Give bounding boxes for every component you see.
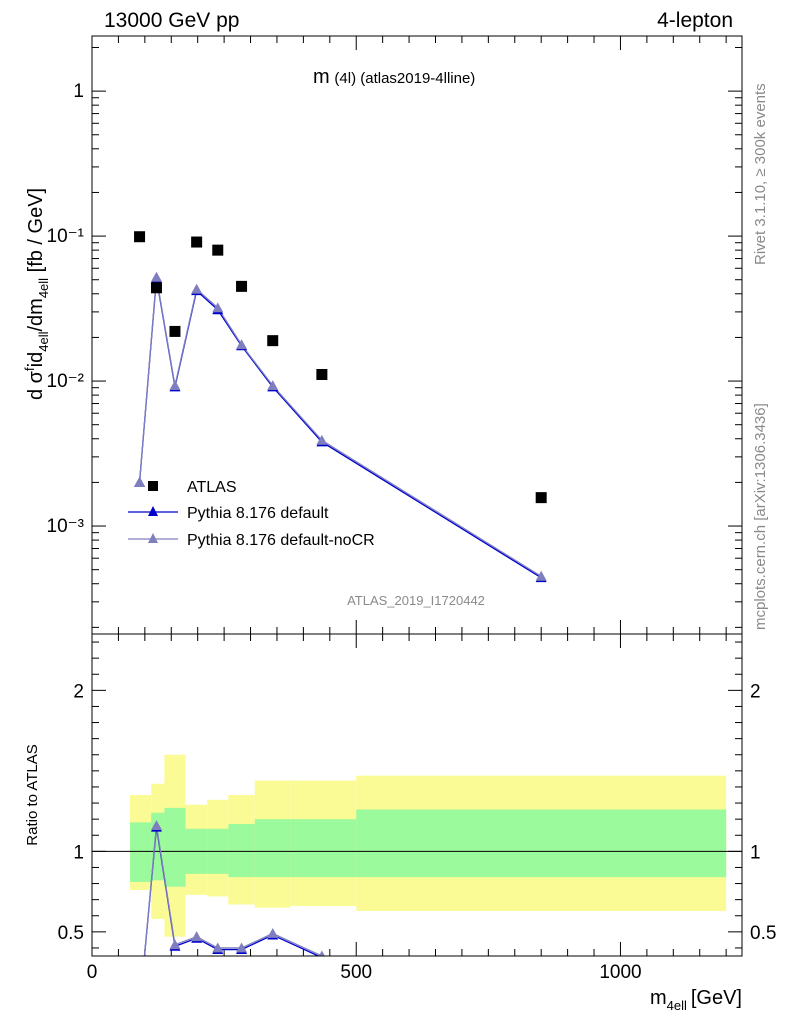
rivet-label: Rivet 3.1.10, ≥ 300k events [752,83,769,265]
main-series-marker [535,570,547,581]
main-series-marker [316,434,328,445]
ratio-series-marker [191,931,203,942]
ratio-series-group [134,820,547,1014]
ratio-ytick-label: 2 [73,681,84,702]
main-series-marker [191,283,203,294]
ratio-series-marker [236,942,248,953]
legend-pythia-nocr-marker [148,533,158,543]
main-ytick-label: 10⁻³ [47,516,85,537]
xtick-label: 1000 [599,962,641,983]
atlas-data-point [191,236,203,248]
xaxis-label-unit: [GeV] [691,987,742,1009]
main-series-marker [169,380,181,391]
xtick-label: 0 [87,962,98,983]
main-plot: 10⁻³ 10⁻² 10⁻¹ 1 [47,36,742,634]
mcplots-label: mcplots.cern.ch [arXiv:1306.3436] [752,403,769,630]
legend-pythia-default-label: Pythia 8.176 default [187,505,329,522]
ratio-series-marker [169,939,181,950]
atlas-data-point [169,325,181,337]
atlas-data-point [212,244,224,256]
ratio-ytick-label-right: 0.5 [750,923,776,944]
main-ylabel: d σfid4ell/dm4ell [fb / GeV] [22,188,51,400]
plot-title-rest: (4l) (atlas2019-4lline) [334,70,475,87]
main-series-marker [212,302,224,313]
atlas-data-point [134,231,146,243]
xaxis-label-sub: 4ell [667,998,687,1013]
header-left-label: 13000 GeV pp [104,9,239,32]
ratio-plot-frame [91,633,743,957]
main-ytick-label: 10⁻² [47,371,85,392]
ratio-ytick-label: 1 [73,842,84,863]
legend-atlas-label: ATLAS [187,479,237,496]
xaxis-label-m: m [650,987,667,1009]
ratio-ytick-label: 0.5 [58,923,84,944]
legend: ATLAS Pythia 8.176 default Pythia 8.176 … [128,479,375,549]
ratio-series-marker [150,820,162,830]
analysis-watermark: ATLAS_2019_I1720442 [347,593,485,608]
atlas-data-point [236,280,248,292]
atlas-data-point [535,492,547,504]
ratio-series-marker [536,960,547,970]
legend-atlas-marker [148,481,158,491]
ratio-ytick-label-right: 1 [750,842,761,863]
ratio-series-marker [134,1004,145,1014]
main-ytick-label: 10⁻¹ [47,226,85,247]
legend-pythia-default-marker [148,506,158,516]
ratio-series-marker [318,950,325,956]
atlas-data-point [150,282,162,294]
ratio-ylabel: Ratio to ATLAS [24,744,41,845]
ratio-ytick-label-right: 2 [750,681,761,702]
ratio-band-inner [290,819,357,878]
main-series-marker [236,339,248,350]
plot-title-m: m [313,66,330,88]
ratio-band-inner [356,809,727,878]
main-series-marker [267,380,279,391]
legend-pythia-nocr-label: Pythia 8.176 default-noCR [187,532,375,549]
xtick-label: 500 [340,962,372,983]
header-right-label: 4-lepton [657,9,733,32]
ratio-band-inner [228,823,255,878]
ratio-series-marker [267,927,279,938]
xaxis-label: m4ell [GeV] [650,987,742,1013]
main-series-marker [150,271,162,282]
ratio-band-inner [164,807,186,887]
ratio-series-marker [536,962,547,972]
atlas-data-point [267,335,279,347]
main-series-marker [134,476,146,487]
ratio-series-marker [212,942,224,953]
atlas-data-point [316,368,328,380]
ratio-plot: 0 500 1000 0.5 0.5 1 1 2 2 [58,634,776,1014]
plot-title: m (4l) (atlas2019-4lline) [313,66,475,88]
ratio-band-inner [130,822,152,882]
ratio-series-marker [134,1004,145,1014]
ratio-band-inner [254,819,291,878]
main-ytick-label: 1 [73,81,84,102]
